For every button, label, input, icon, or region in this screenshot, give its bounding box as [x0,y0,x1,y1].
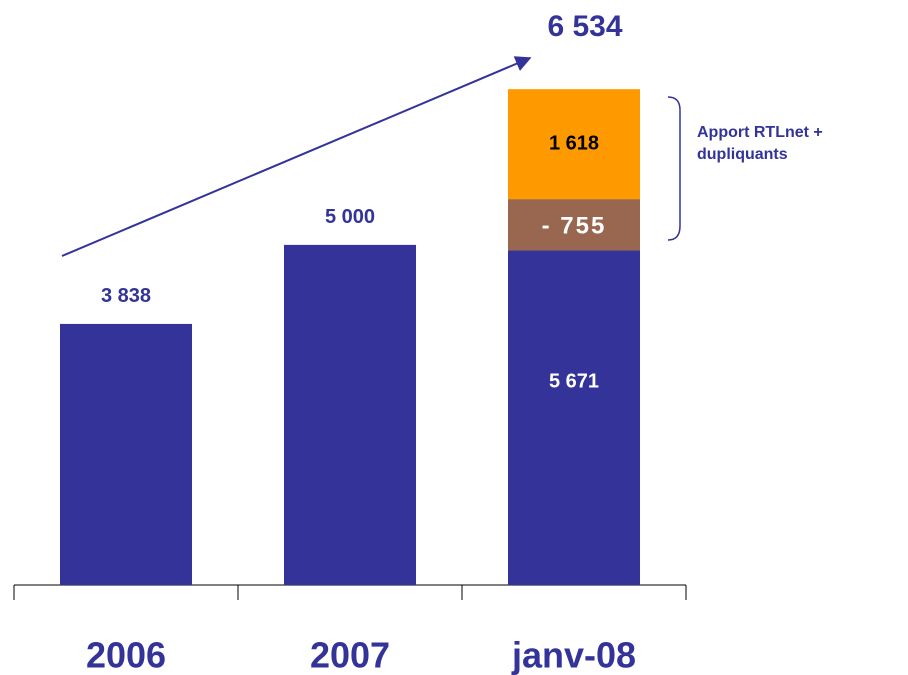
value-label: 5 000 [325,206,375,228]
x-tick-label: janv-08 [511,635,636,675]
total-label: 6 534 [547,10,622,43]
value-label: 5 671 [549,370,599,392]
value-label: 3 838 [101,285,151,307]
x-tick-label: 2007 [310,635,390,675]
value-label: - 755 [542,212,607,239]
bar [60,323,192,585]
x-tick-label: 2006 [86,635,166,675]
note-line: Apport RTLnet + [697,124,823,141]
value-label: 1 618 [549,132,599,154]
bar [508,199,640,251]
note-line: dupliquants [697,146,788,163]
bracket [667,96,681,241]
trend-arrow [61,56,532,257]
bar [284,244,416,585]
bar [508,199,640,585]
bar [508,89,640,200]
